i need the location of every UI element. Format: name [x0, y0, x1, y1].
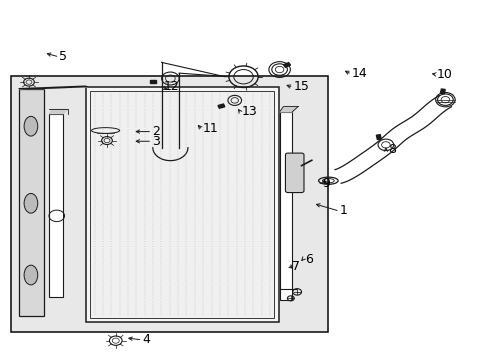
- Text: 2: 2: [152, 125, 160, 138]
- Ellipse shape: [24, 265, 38, 285]
- Bar: [86, 87, 278, 321]
- Text: 10: 10: [436, 68, 452, 81]
- Text: 3: 3: [152, 135, 160, 148]
- Text: 8: 8: [387, 143, 396, 156]
- Text: 9: 9: [322, 177, 330, 190]
- Text: 13: 13: [242, 105, 257, 118]
- FancyBboxPatch shape: [285, 153, 304, 193]
- Bar: [218, 104, 224, 108]
- Text: 5: 5: [59, 50, 67, 63]
- Bar: [90, 91, 274, 318]
- Text: 15: 15: [293, 80, 308, 93]
- Text: 12: 12: [163, 80, 180, 93]
- Ellipse shape: [24, 193, 38, 213]
- Text: 1: 1: [339, 204, 347, 217]
- Bar: [440, 89, 445, 94]
- Bar: [11, 76, 328, 332]
- Bar: [376, 135, 381, 139]
- Text: 14: 14: [351, 67, 367, 80]
- Polygon shape: [19, 86, 88, 89]
- Bar: [150, 80, 156, 83]
- Bar: [49, 114, 63, 297]
- Bar: [19, 89, 43, 316]
- Ellipse shape: [24, 116, 38, 136]
- Bar: [279, 112, 292, 300]
- Text: 11: 11: [203, 122, 218, 135]
- Polygon shape: [279, 107, 298, 112]
- Polygon shape: [49, 109, 68, 114]
- Text: 6: 6: [305, 253, 312, 266]
- Text: 7: 7: [292, 260, 300, 273]
- Text: 4: 4: [142, 333, 150, 346]
- Bar: [283, 63, 290, 67]
